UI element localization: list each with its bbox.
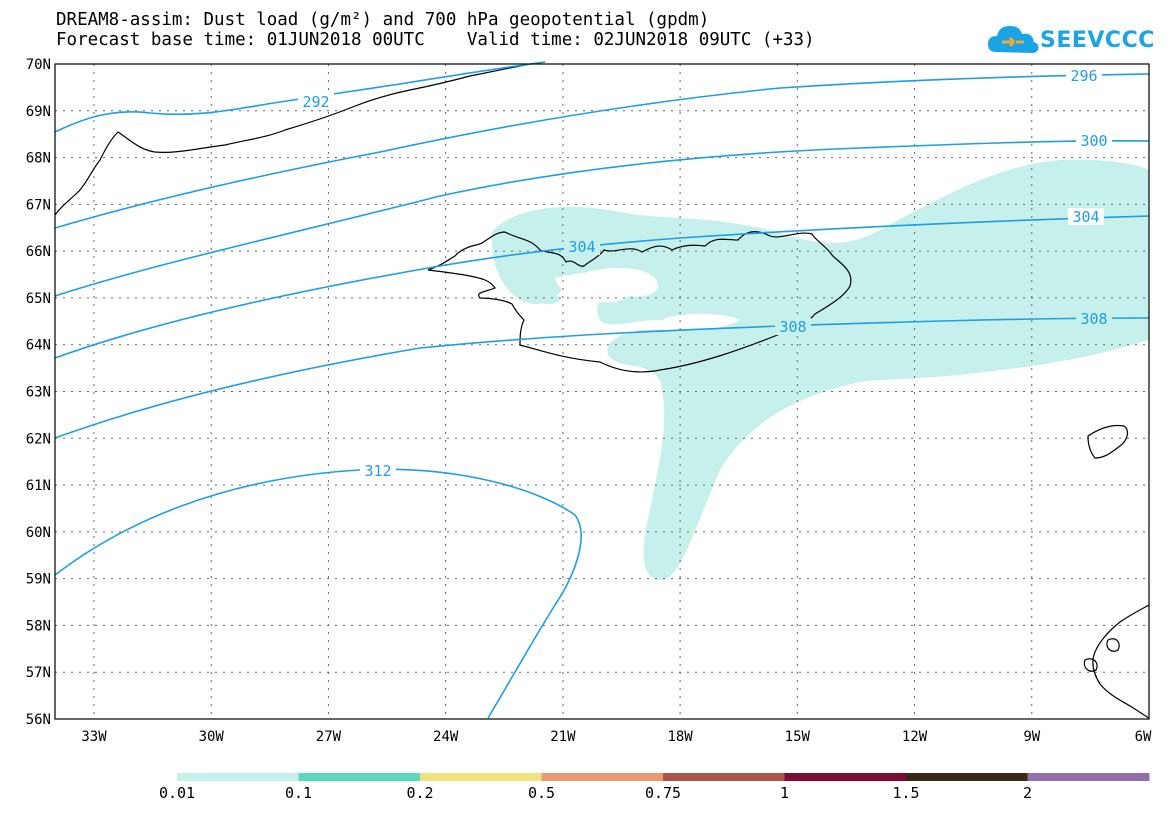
latitude-label: 70N	[26, 57, 51, 73]
latitude-label: 63N	[26, 385, 51, 401]
colorbar-label: 2	[1022, 784, 1033, 802]
colorbar-label: 1.5	[892, 784, 920, 802]
dust-load-area-islet	[535, 294, 560, 305]
latitude-label: 67N	[26, 197, 51, 213]
latitude-label: 65N	[26, 291, 51, 307]
contour-label-300: 300	[1080, 132, 1107, 150]
dust-load-area-gap-2	[665, 313, 740, 330]
contour-labels: 292 296 300 304 304 308 308 312	[298, 67, 1112, 480]
colorbar-label: 0.2	[406, 784, 434, 802]
longitude-label: 6W	[1135, 729, 1152, 745]
longitude-label: 18W	[667, 729, 693, 745]
faroe-coast	[1087, 424, 1129, 459]
map-frame	[54, 63, 1150, 720]
coastlines	[54, 61, 1150, 719]
logo-text: SEEVCCC	[1040, 28, 1155, 53]
seevccc-logo: SEEVCCC	[988, 20, 1154, 60]
longitude-label: 9W	[1023, 729, 1040, 745]
colorbar-segment	[906, 773, 1028, 781]
contour-label-312: 312	[364, 462, 391, 480]
colorbar-label: 0.75	[644, 784, 682, 802]
latitude-label: 59N	[26, 572, 51, 588]
cloud-icon	[988, 26, 1039, 53]
contour-312	[54, 468, 582, 719]
longitude-label: 12W	[902, 729, 928, 745]
map-title-line1: DREAM8-assim: Dust load (g/m²) and 700 h…	[56, 10, 710, 30]
longitude-label: 33W	[81, 729, 107, 745]
colorbar-segment	[1027, 773, 1150, 781]
colorbar-segment	[177, 773, 299, 781]
latitude-label: 66N	[26, 244, 51, 260]
latitude-label: 57N	[26, 665, 51, 681]
colorbar	[177, 773, 1150, 781]
longitude-label: 21W	[550, 729, 576, 745]
contour-300	[54, 140, 1150, 297]
longitude-label: 30W	[199, 729, 225, 745]
map-title-line2: Forecast base time: 01JUN2018 00UTC Vali…	[56, 30, 815, 50]
contour-label-292: 292	[302, 93, 329, 111]
longitude-labels: 33W 30W 27W 24W 21W 18W 15W 12W 9W 6W	[81, 729, 1152, 745]
iceland-coast	[427, 231, 852, 373]
contour-label-308-east: 308	[1080, 310, 1107, 328]
geopotential-contours	[54, 61, 1150, 719]
latitude-label: 61N	[26, 478, 51, 494]
contour-label-296: 296	[1070, 67, 1097, 85]
latitude-label: 62N	[26, 431, 51, 447]
longitude-label: 24W	[433, 729, 459, 745]
latitude-label: 60N	[26, 525, 51, 541]
contour-label-304-east: 304	[1072, 208, 1099, 226]
latitude-label: 69N	[26, 104, 51, 120]
scotland-islands	[1083, 638, 1120, 672]
map-graticule	[55, 64, 1149, 719]
contour-label-304-west: 304	[568, 238, 595, 256]
colorbar-label: 1	[779, 784, 790, 802]
colorbar-label: 0.01	[158, 784, 196, 802]
colorbar-label: 0.1	[284, 784, 313, 802]
longitude-label: 27W	[316, 729, 342, 745]
greenland-coast	[54, 61, 546, 216]
contour-292	[54, 61, 546, 133]
dust-load-area	[491, 159, 1149, 581]
longitude-label: 15W	[785, 729, 811, 745]
colorbar-segment	[298, 773, 421, 781]
dust-load-area-gap	[555, 272, 633, 303]
latitude-label: 64N	[26, 338, 51, 354]
latitude-label: 58N	[26, 618, 51, 634]
colorbar-segment	[784, 773, 907, 781]
latitude-labels: 70N 69N 68N 67N 66N 65N 64N 63N 62N 61N 60N 59N 58N 5…	[26, 57, 51, 728]
colorbar-label: 0.5	[527, 784, 556, 802]
colorbar-segment	[541, 773, 664, 781]
contour-308	[54, 317, 1150, 439]
latitude-label: 56N	[26, 712, 51, 728]
colorbar-segment	[663, 773, 785, 781]
scotland-coast	[1092, 604, 1150, 719]
contour-296	[54, 73, 1150, 229]
contour-label-308-west: 308	[779, 318, 806, 336]
colorbar-segment	[420, 773, 542, 781]
latitude-label: 68N	[26, 151, 51, 167]
